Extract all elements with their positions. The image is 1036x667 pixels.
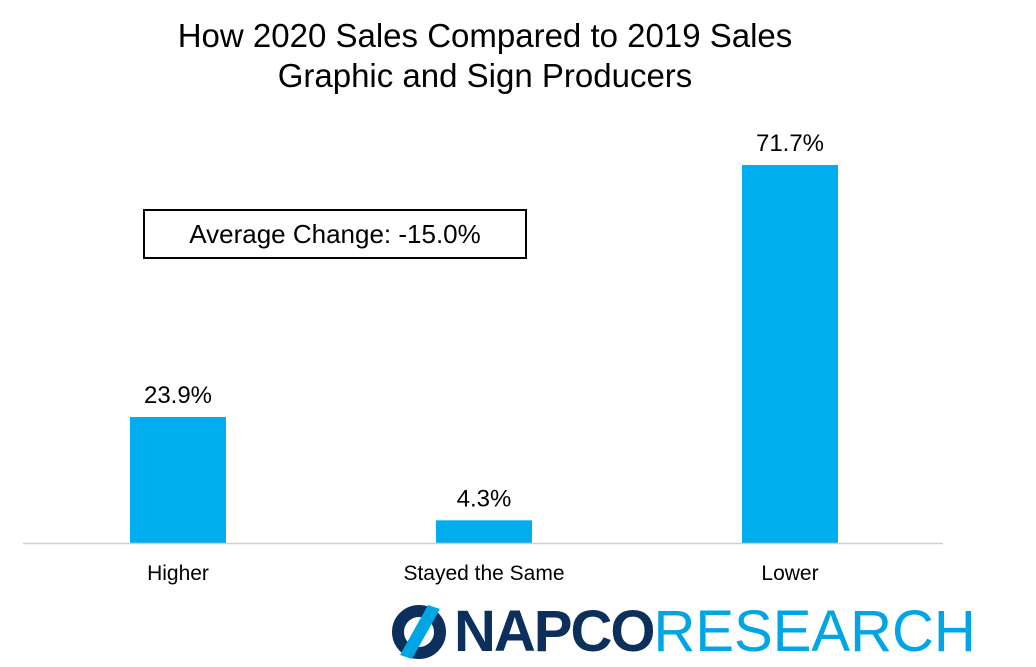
bar-lower: [742, 165, 838, 543]
x-tick-label-higher: Higher: [147, 562, 209, 585]
chart-subtitle: Graphic and Sign Producers: [277, 57, 693, 94]
data-label-higher: 23.9%: [144, 382, 212, 409]
napco-logo-mark-icon: [392, 604, 446, 659]
x-tick-label-lower: Lower: [761, 562, 818, 585]
napco-research-logo: NAPCO RESEARCH: [390, 596, 976, 667]
data-label-lower: 71.7%: [756, 130, 824, 157]
bar-higher: [130, 417, 226, 543]
logo-text-research: RESEARCH: [653, 598, 976, 664]
chart-title-block: How 2020 Sales Compared to 2019 Sales Gr…: [0, 16, 970, 96]
bar-stayed-the-same: [436, 520, 532, 543]
data-label-stayed-the-same: 4.3%: [457, 485, 512, 512]
x-tick-label-stayed-the-same: Stayed the Same: [403, 562, 564, 585]
logo-text-napco: NAPCO: [454, 598, 655, 664]
average-change-annotation: Average Change: -15.0%: [143, 209, 527, 259]
chart-title: How 2020 Sales Compared to 2019 Sales: [177, 17, 793, 54]
